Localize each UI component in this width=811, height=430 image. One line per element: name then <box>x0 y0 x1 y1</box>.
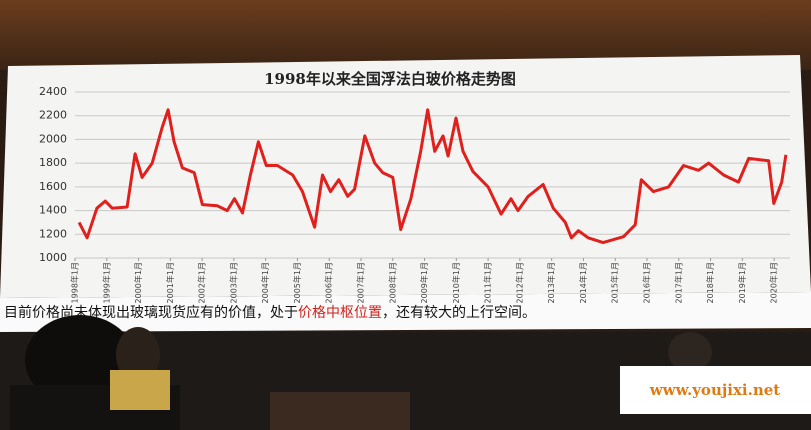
y-tick-label: 2400 <box>39 85 67 98</box>
head <box>25 315 135 405</box>
shirt <box>110 370 170 410</box>
watermark: www.youjixi.net <box>649 381 781 399</box>
head <box>116 327 160 383</box>
y-tick-label: 1200 <box>39 227 67 240</box>
caption: 目前价格尚未体现出玻璃现货应有的价值，处于价格中枢位置，还有较大的上行空间。 <box>4 304 536 321</box>
x-tick-label: 2001年1月 <box>165 262 175 303</box>
y-tick-label: 1800 <box>39 156 67 169</box>
x-tick-label: 2017年1月 <box>673 262 683 303</box>
caption-text: ，还有较大的上行空间。 <box>382 305 536 321</box>
head <box>668 332 712 372</box>
slide <box>0 55 811 298</box>
y-tick-label: 2000 <box>39 132 67 145</box>
x-tick-label: 2008年1月 <box>387 262 397 303</box>
y-tick-label: 2200 <box>39 109 67 122</box>
y-tick-label: 1600 <box>39 180 67 193</box>
x-tick-label: 2015年1月 <box>610 262 620 303</box>
x-tick-label: 2014年1月 <box>578 262 588 303</box>
x-tick-label: 2004年1月 <box>260 262 270 303</box>
y-tick-label: 1400 <box>39 204 67 217</box>
watermark-box <box>620 366 811 414</box>
x-tick-label: 2000年1月 <box>133 262 143 303</box>
y-tick-label: 1000 <box>39 251 67 264</box>
x-tick-label: 2010年1月 <box>451 262 461 303</box>
price-line <box>77 108 788 245</box>
chair <box>270 392 410 430</box>
x-tick-label: 1999年1月 <box>101 262 111 303</box>
x-tick-label: 2005年1月 <box>292 262 302 303</box>
x-tick-label: 2013年1月 <box>546 262 556 303</box>
x-tick-label: 2007年1月 <box>356 262 366 303</box>
caption-band <box>0 292 811 332</box>
chart-title: 1998年以来全国浮法白玻价格走势图 <box>264 70 516 88</box>
plot: 1000 1200 1400 1600 1800 2000 2200 2400 1998年1月 1… <box>39 85 790 303</box>
caption-text: 目前价格尚未体现出玻璃现货应有的价值，处于 <box>4 304 298 321</box>
x-tick-label: 2019年1月 <box>737 262 747 303</box>
x-tick-label: 2020年1月 <box>769 262 779 303</box>
x-tick-label: 2002年1月 <box>197 262 207 303</box>
x-tick-label: 2012年1月 <box>514 262 524 303</box>
caption-highlight: 价格中枢位置 <box>298 305 382 321</box>
x-tick-label: 2006年1月 <box>324 262 334 303</box>
x-tick-label: 2009年1月 <box>419 262 429 303</box>
x-tick-label: 2011年1月 <box>483 262 493 303</box>
x-tick-label: 1998年1月 <box>70 262 80 303</box>
x-tick-label: 2016年1月 <box>642 262 652 303</box>
x-tick-label: 2003年1月 <box>228 262 238 303</box>
x-tick-label: 2018年1月 <box>705 262 715 303</box>
